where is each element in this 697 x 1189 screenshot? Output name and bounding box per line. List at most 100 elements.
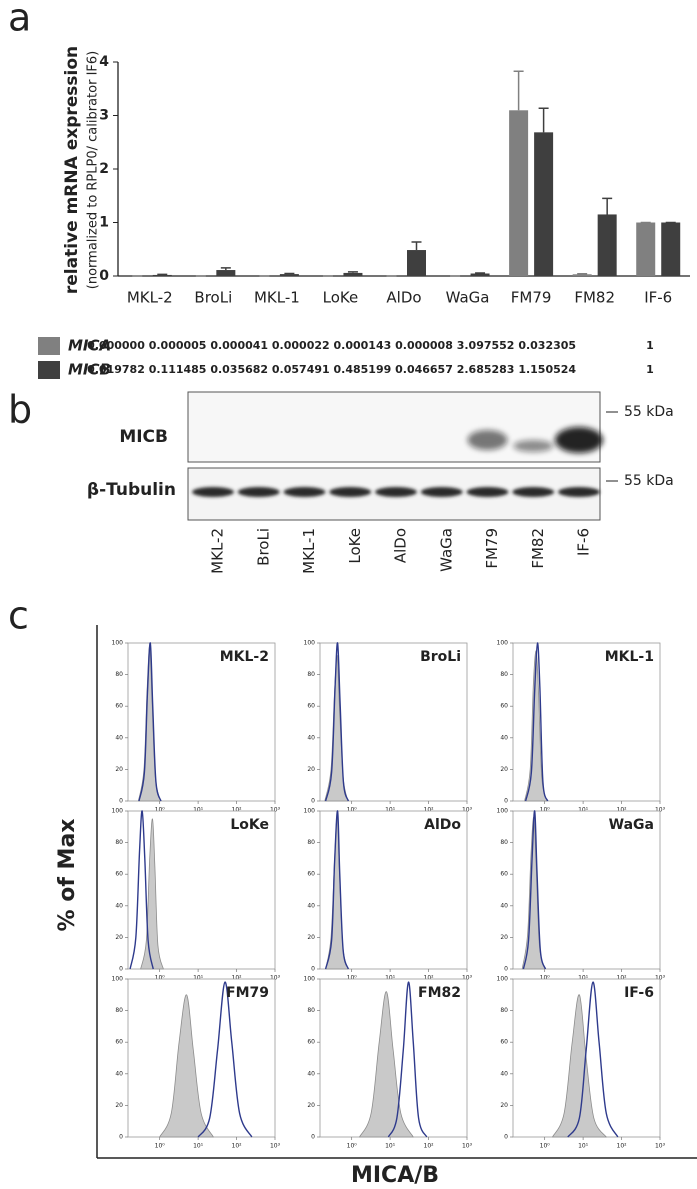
blot-band	[237, 487, 280, 497]
y-axis-label: relative mRNA expression	[62, 46, 82, 294]
x-tick-label: 10²	[424, 1143, 435, 1150]
y-tick-label: 100	[497, 640, 509, 647]
table-value: 0.000022	[272, 339, 330, 352]
y-tick-label: 20	[500, 766, 508, 773]
size-marker: 55 kDa	[624, 473, 674, 489]
plot-title: IF-6	[624, 985, 654, 1001]
panel-label: c	[8, 594, 29, 638]
x-tick-label: FM82	[574, 289, 615, 307]
y-tick-label: 80	[115, 839, 123, 846]
bar	[152, 274, 172, 276]
x-tick-label: 10⁰	[347, 975, 358, 982]
x-tick-label: MKL-2	[127, 289, 173, 307]
x-tick-label: MKL-1	[254, 289, 300, 307]
blot-band	[467, 430, 508, 450]
blot-band	[558, 487, 600, 497]
bar	[597, 214, 617, 276]
histogram-line	[197, 981, 253, 1138]
bar	[509, 110, 529, 276]
bar	[343, 272, 363, 276]
blot-row-label: MICB	[119, 427, 168, 447]
x-tick-label: 10⁰	[155, 1143, 166, 1150]
y-tick-label: 20	[115, 1102, 123, 1109]
lane-label: AlDo	[392, 528, 410, 563]
x-tick-label: 10⁰	[347, 1143, 358, 1150]
y-tick-label: 40	[307, 734, 315, 741]
x-tick-label: 10³	[462, 807, 473, 814]
error-bar	[411, 241, 422, 251]
y-tick-label: 80	[307, 1007, 315, 1014]
y-tick-label: 0	[99, 268, 109, 284]
x-tick-label: 10⁰	[540, 975, 551, 982]
legend-swatch	[38, 361, 60, 379]
x-tick-label: 10³	[270, 1143, 281, 1150]
x-axis-label: MICA/B	[351, 1163, 439, 1188]
histogram-line	[324, 642, 350, 802]
plot-title: LoKe	[230, 817, 269, 833]
table-value: 0.000000	[87, 339, 145, 352]
error-bar	[513, 70, 524, 111]
plot-frame	[319, 810, 468, 970]
x-tick-label: 10³	[462, 975, 473, 982]
x-tick-label: 10⁰	[347, 807, 358, 814]
plot-frame	[319, 642, 468, 802]
histogram-area	[358, 991, 414, 1138]
histogram-line	[324, 810, 350, 970]
x-tick-label: 10¹	[385, 807, 396, 814]
error-bar	[157, 273, 168, 276]
y-tick-label: 60	[307, 1039, 315, 1046]
y-tick-label: 0	[119, 798, 123, 805]
y-tick-label: 100	[497, 976, 509, 983]
y-tick-label: 100	[112, 640, 124, 647]
blot-band	[555, 427, 603, 453]
bar	[470, 273, 490, 276]
lane-label: FM79	[483, 528, 501, 569]
y-tick-label: 60	[500, 871, 508, 878]
error-bar	[475, 272, 486, 274]
table-value: 0.057491	[272, 363, 330, 376]
y-tick-label: 20	[307, 766, 315, 773]
y-axis-label: (normalized to RPLP0/ calibrator IF6)	[86, 51, 101, 289]
histogram-line	[524, 642, 549, 802]
table-value: 0.035682	[210, 363, 268, 376]
plot-title: FM79	[226, 985, 269, 1001]
y-tick-label: 20	[500, 1102, 508, 1109]
table-value: 1.150524	[518, 363, 576, 376]
plot-title: MKL-2	[220, 649, 269, 665]
y-tick-label: 60	[115, 871, 123, 878]
y-tick-label: 60	[307, 871, 315, 878]
y-tick-label: 0	[311, 798, 315, 805]
y-tick-label: 0	[119, 966, 123, 973]
lane-label: LoKe	[346, 528, 364, 564]
y-tick-label: 60	[115, 703, 123, 710]
table-value: 0.000005	[149, 339, 207, 352]
blot-band	[466, 487, 509, 497]
y-tick-label: 80	[500, 1007, 508, 1014]
table-value: 0.032305	[518, 339, 576, 352]
y-tick-label: 80	[500, 671, 508, 678]
y-tick-label: 80	[500, 839, 508, 846]
blot-band	[283, 487, 326, 497]
x-tick-label: 10²	[617, 975, 628, 982]
y-tick-label: 100	[304, 976, 316, 983]
y-tick-label: 40	[115, 902, 123, 909]
y-tick-label: 80	[115, 1007, 123, 1014]
y-tick-label: 0	[504, 1134, 508, 1141]
y-tick-label: 4	[99, 54, 109, 70]
blot-band	[375, 487, 417, 497]
x-tick-label: 10¹	[193, 807, 204, 814]
y-tick-label: 40	[307, 902, 315, 909]
y-tick-label: 20	[115, 766, 123, 773]
y-tick-label: 40	[500, 734, 508, 741]
plot-frame	[127, 978, 276, 1138]
lane-label: BroLi	[254, 528, 272, 566]
y-tick-label: 3	[99, 108, 109, 124]
x-tick-label: 10⁰	[155, 975, 166, 982]
y-tick-label: 60	[115, 1039, 123, 1046]
legend-swatch	[38, 337, 60, 355]
plot-title: AlDo	[424, 817, 461, 833]
x-tick-label: 10³	[270, 975, 281, 982]
table-value: 3.097552	[457, 339, 515, 352]
table-value: 0.000143	[334, 339, 392, 352]
